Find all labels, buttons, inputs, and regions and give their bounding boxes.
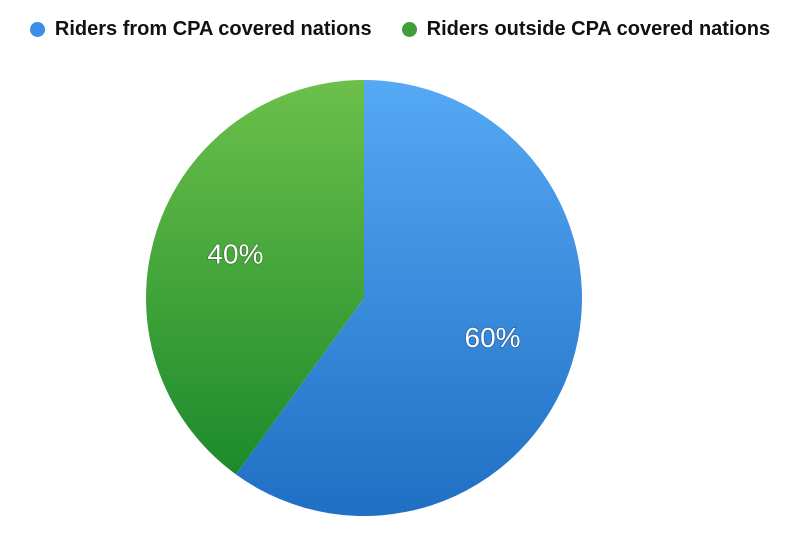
legend-label-outside-cpa: Riders outside CPA covered nations <box>426 17 771 40</box>
legend-item-cpa-nations: Riders from CPA covered nations <box>29 17 372 41</box>
slice-label-outside-cpa: 40% <box>207 239 263 270</box>
legend-marker-outside-cpa <box>401 21 417 37</box>
slice-label-cpa-nations: 60% <box>465 322 521 353</box>
legend-marker-cpa-nations <box>29 21 45 37</box>
legend-item-outside-cpa: Riders outside CPA covered nations <box>401 17 771 41</box>
pie-slice-cpa-nations <box>235 80 583 516</box>
chart-legend: Riders from CPA covered nations Riders o… <box>0 14 800 44</box>
pie-slice-outside-cpa <box>146 80 364 475</box>
legend-label-cpa-nations: Riders from CPA covered nations <box>54 17 372 40</box>
